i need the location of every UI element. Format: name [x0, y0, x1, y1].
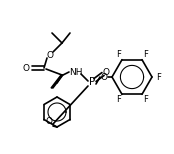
- Text: F: F: [143, 50, 148, 59]
- Polygon shape: [51, 75, 63, 88]
- Text: F: F: [116, 95, 121, 104]
- Text: NH: NH: [69, 67, 83, 77]
- Text: F: F: [143, 95, 148, 104]
- Text: O: O: [102, 67, 109, 77]
- Text: O: O: [101, 73, 108, 81]
- Text: O: O: [46, 51, 53, 59]
- Text: O: O: [45, 118, 53, 126]
- Text: F: F: [156, 73, 161, 81]
- Text: O: O: [22, 63, 30, 73]
- Text: F: F: [116, 50, 121, 59]
- Text: P: P: [89, 77, 95, 87]
